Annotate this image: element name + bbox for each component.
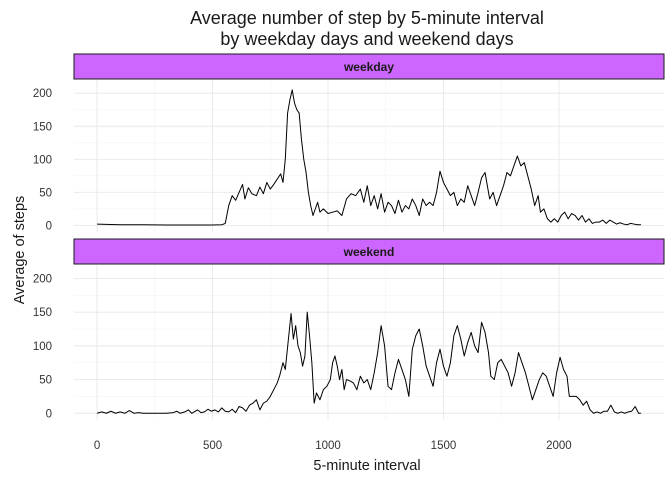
- x-tick-label: 500: [203, 440, 222, 452]
- y-tick-label: 150: [33, 121, 52, 133]
- y-tick-label: 50: [39, 375, 52, 387]
- chart-title-line-2: by weekday days and weekend days: [220, 29, 513, 49]
- chart-panels: weekday 0 50 100 150 200 weekend 0 50 100 150 200: [33, 53, 665, 420]
- facet-strip-label: weekday: [343, 60, 394, 74]
- y-tick-label: 200: [33, 88, 52, 100]
- y-tick-label: 200: [33, 273, 52, 285]
- panel-weekday: weekday 0 50 100 150 200: [33, 53, 665, 232]
- series-line-weekday: [97, 89, 641, 226]
- y-tick-label: 100: [33, 341, 52, 353]
- x-tick-label: 1500: [431, 440, 457, 452]
- chart-title-line-1: Average number of step by 5-minute inter…: [190, 8, 544, 28]
- y-tick-label: 150: [33, 307, 52, 319]
- y-tick-label: 0: [46, 408, 52, 420]
- x-axis: 0 500 1000 1500 2000: [94, 440, 572, 452]
- y-tick-label: 50: [39, 187, 52, 199]
- x-axis-title: 5-minute interval: [313, 458, 420, 474]
- facet-strip-label: weekend: [343, 245, 395, 259]
- x-tick-label: 2000: [546, 440, 572, 452]
- y-tick-label: 100: [33, 154, 52, 166]
- y-tick-label: 0: [46, 220, 52, 232]
- series-line-weekend: [96, 311, 641, 414]
- facet-strip-weekday: [73, 53, 665, 80]
- facet-strip-weekend: [73, 238, 665, 265]
- y-axis-title: Average of steps: [12, 196, 28, 305]
- panel-weekend: weekend 0 50 100 150 200: [33, 238, 665, 420]
- x-tick-label: 0: [94, 440, 100, 452]
- x-tick-label: 1000: [315, 440, 341, 452]
